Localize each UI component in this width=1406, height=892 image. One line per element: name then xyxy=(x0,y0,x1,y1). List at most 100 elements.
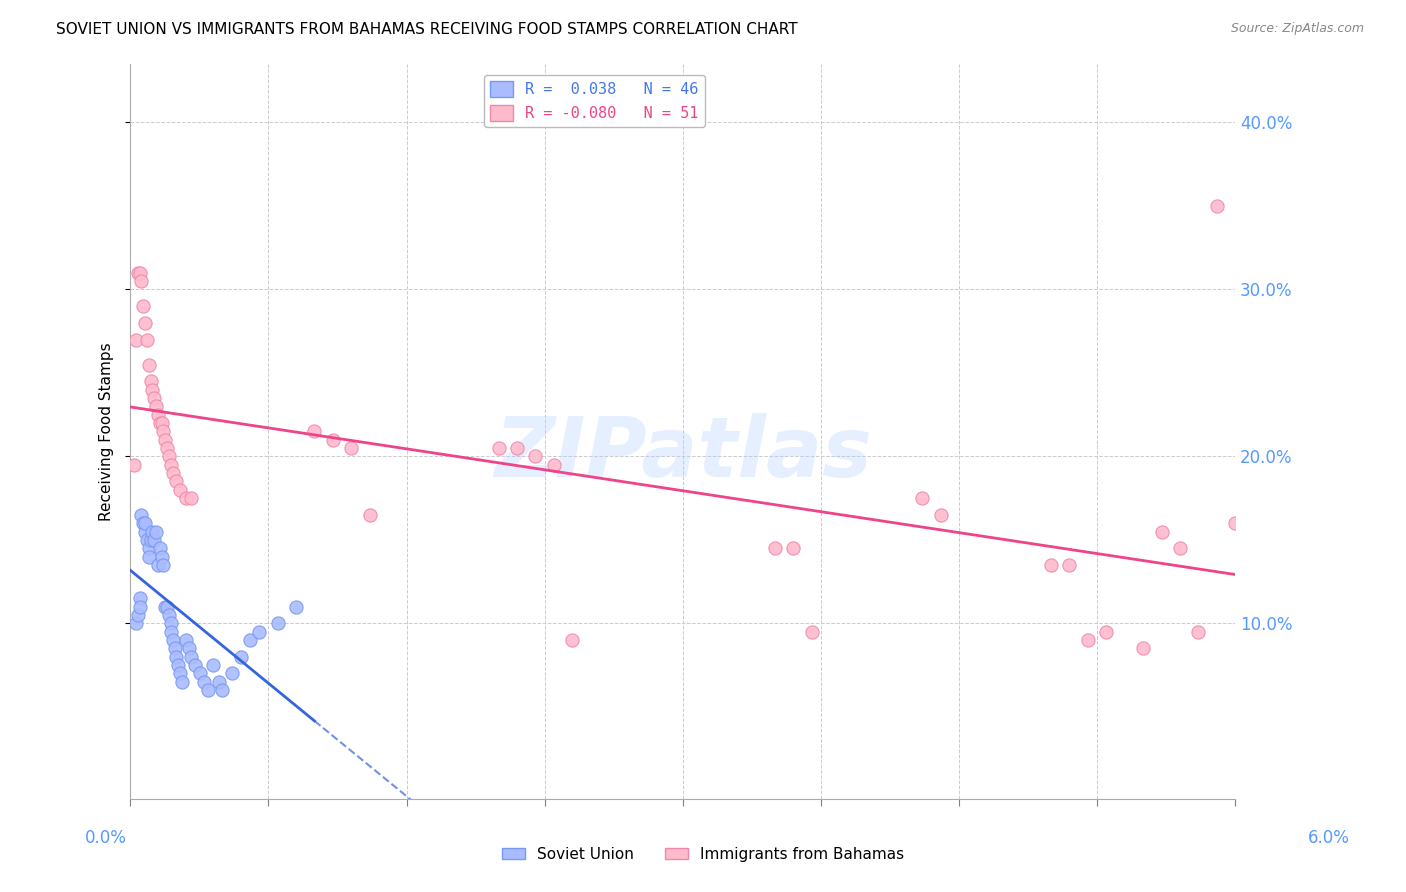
Point xyxy=(139,533,162,547)
Point xyxy=(488,441,510,455)
Point xyxy=(202,658,225,673)
Legend: Soviet Union, Immigrants from Bahamas: Soviet Union, Immigrants from Bahamas xyxy=(496,841,910,868)
Point xyxy=(266,616,288,631)
Text: ZIPatlas: ZIPatlas xyxy=(494,413,872,494)
Point xyxy=(188,666,211,681)
Point xyxy=(180,491,202,505)
Point xyxy=(359,508,381,522)
Point xyxy=(145,400,167,414)
Point xyxy=(156,599,179,614)
Legend: R =  0.038   N = 46, R = -0.080   N = 51: R = 0.038 N = 46, R = -0.080 N = 51 xyxy=(484,75,704,128)
Point xyxy=(208,674,231,689)
Point xyxy=(156,441,179,455)
Point xyxy=(134,316,156,330)
Point xyxy=(143,533,166,547)
Point xyxy=(800,624,823,639)
Point xyxy=(524,450,547,464)
Point xyxy=(157,608,180,623)
Point xyxy=(134,524,156,539)
Point xyxy=(1205,199,1227,213)
Point xyxy=(141,524,163,539)
Point xyxy=(128,599,150,614)
Point xyxy=(1225,516,1247,531)
Point xyxy=(543,458,565,472)
Point xyxy=(304,425,326,439)
Point xyxy=(1132,641,1154,656)
Point xyxy=(169,483,191,497)
Point xyxy=(155,599,177,614)
Point xyxy=(1040,558,1063,572)
Point xyxy=(125,333,148,347)
Point xyxy=(135,533,157,547)
Point xyxy=(127,608,149,623)
Point xyxy=(340,441,363,455)
Point xyxy=(132,516,155,531)
Point xyxy=(506,441,529,455)
Y-axis label: Receiving Food Stamps: Receiving Food Stamps xyxy=(100,342,114,521)
Point xyxy=(782,541,804,556)
Point xyxy=(160,624,183,639)
Point xyxy=(165,649,187,664)
Point xyxy=(149,541,172,556)
Point xyxy=(155,433,177,447)
Point xyxy=(1095,624,1118,639)
Point xyxy=(150,416,173,430)
Point xyxy=(146,558,169,572)
Point xyxy=(131,274,153,288)
Point xyxy=(1243,541,1265,556)
Point xyxy=(180,649,202,664)
Point xyxy=(146,408,169,422)
Point xyxy=(138,358,160,372)
Point xyxy=(150,549,173,564)
Point xyxy=(197,683,219,698)
Point xyxy=(174,633,197,648)
Text: 6.0%: 6.0% xyxy=(1308,829,1350,847)
Text: 0.0%: 0.0% xyxy=(84,829,127,847)
Point xyxy=(1077,633,1099,648)
Point xyxy=(1150,524,1173,539)
Point xyxy=(229,649,252,664)
Point xyxy=(247,624,270,639)
Point xyxy=(122,458,145,472)
Text: SOVIET UNION VS IMMIGRANTS FROM BAHAMAS RECEIVING FOOD STAMPS CORRELATION CHART: SOVIET UNION VS IMMIGRANTS FROM BAHAMAS … xyxy=(56,22,797,37)
Point xyxy=(1059,558,1081,572)
Point xyxy=(145,524,167,539)
Point xyxy=(132,299,155,313)
Point xyxy=(135,333,157,347)
Point xyxy=(285,599,308,614)
Point xyxy=(149,416,172,430)
Point xyxy=(174,491,197,505)
Point xyxy=(221,666,243,681)
Point xyxy=(193,674,215,689)
Point xyxy=(138,549,160,564)
Point xyxy=(134,516,156,531)
Point xyxy=(322,433,344,447)
Point xyxy=(152,558,174,572)
Point xyxy=(157,450,180,464)
Point xyxy=(127,266,149,280)
Point xyxy=(162,633,184,648)
Point xyxy=(162,466,184,480)
Point xyxy=(165,475,187,489)
Point xyxy=(163,641,186,656)
Point xyxy=(160,616,183,631)
Point xyxy=(911,491,934,505)
Point xyxy=(128,266,150,280)
Text: Source: ZipAtlas.com: Source: ZipAtlas.com xyxy=(1230,22,1364,36)
Point xyxy=(211,683,233,698)
Point xyxy=(929,508,952,522)
Point xyxy=(160,458,183,472)
Point xyxy=(167,658,190,673)
Point xyxy=(1168,541,1191,556)
Point xyxy=(125,616,148,631)
Point xyxy=(128,591,150,606)
Point xyxy=(169,666,191,681)
Point xyxy=(143,391,166,405)
Point xyxy=(141,383,163,397)
Point xyxy=(1187,624,1209,639)
Point xyxy=(184,658,207,673)
Point xyxy=(138,541,160,556)
Point xyxy=(170,674,193,689)
Point xyxy=(561,633,583,648)
Point xyxy=(179,641,201,656)
